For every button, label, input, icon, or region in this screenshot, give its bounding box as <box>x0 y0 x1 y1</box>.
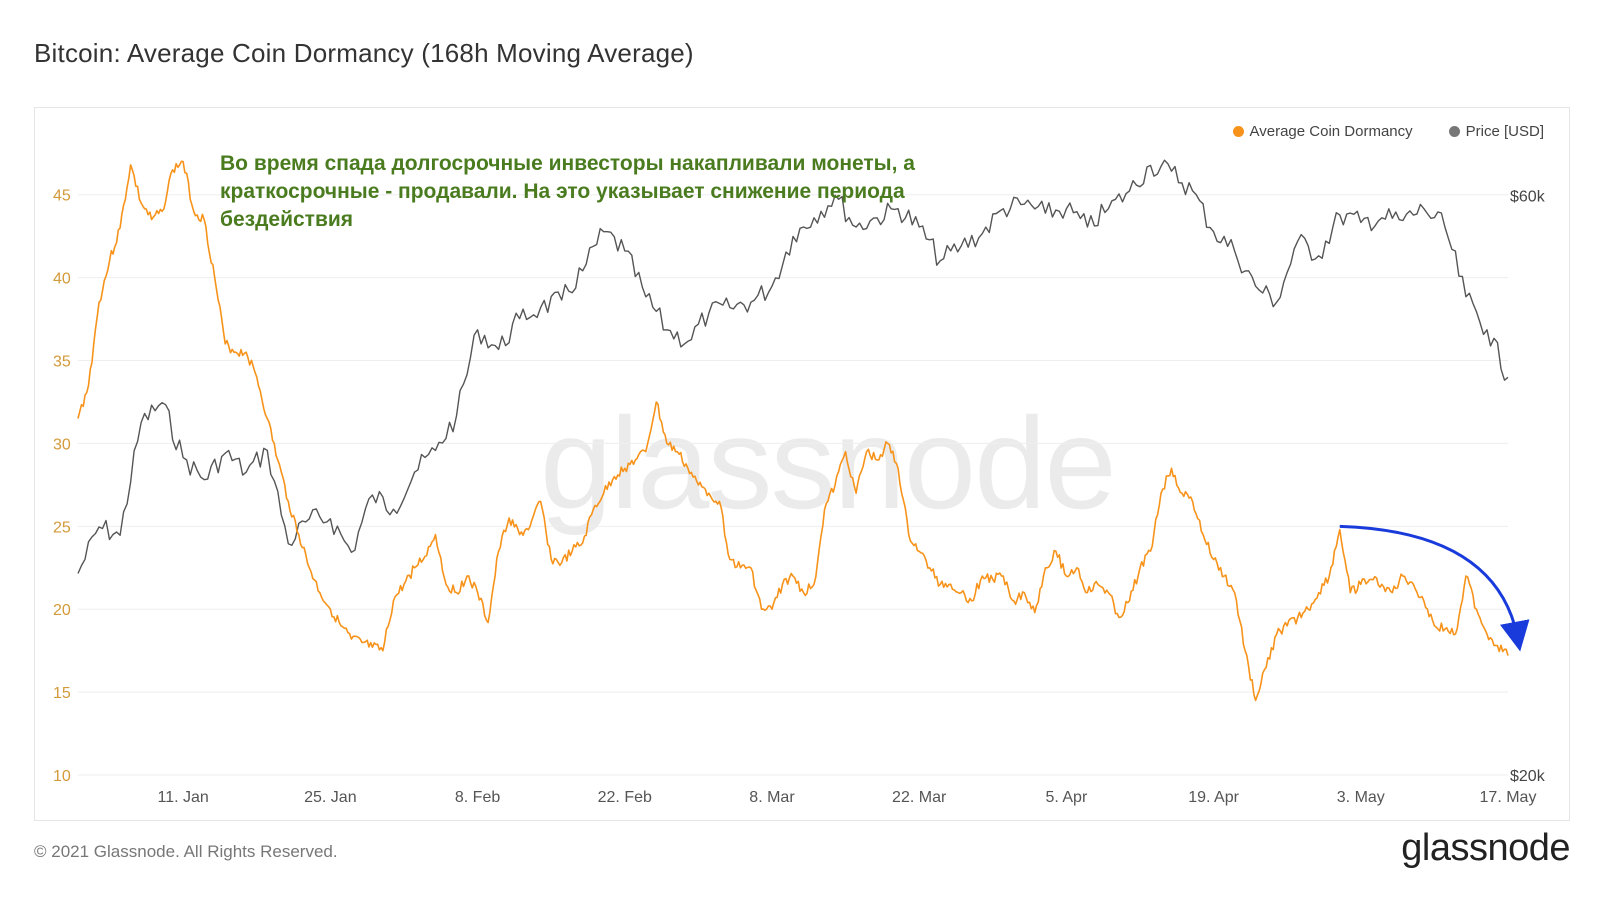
y-right-tick-label-0: $20k <box>1510 768 1546 785</box>
y-left-tick-label-3: 25 <box>53 519 71 536</box>
x-tick-label-4: 8. Mar <box>749 789 795 806</box>
legend-item-dormancy[interactable]: Average Coin Dormancy <box>1232 123 1413 140</box>
x-tick-label-6: 5. Apr <box>1045 789 1087 806</box>
y-right-tick-label-1: $60k <box>1510 188 1546 205</box>
legend-label-dormancy: Average Coin Dormancy <box>1249 123 1413 140</box>
x-tick-label-8: 3. May <box>1337 789 1385 806</box>
annotation-text: Во время спада долгосрочные инвесторы на… <box>220 152 915 231</box>
y-left-tick-label-5: 35 <box>53 354 71 371</box>
y-left-tick-label-7: 45 <box>53 188 71 205</box>
legend-item-price[interactable]: Price [USD] <box>1448 123 1544 140</box>
series-line-price <box>77 159 1509 574</box>
footer-logo[interactable]: glassnode <box>1401 827 1570 869</box>
legend: Average Coin Dormancy Price [USD] <box>1232 123 1544 140</box>
y-left-tick-label-1: 15 <box>53 685 71 702</box>
y-left-tick-label-4: 30 <box>53 436 71 453</box>
footer-copyright: © 2021 Glassnode. All Rights Reserved. <box>34 842 338 861</box>
legend-dot-dormancy <box>1232 126 1244 137</box>
chart-title: Bitcoin: Average Coin Dormancy (168h Mov… <box>34 38 694 68</box>
x-tick-label-7: 19. Apr <box>1188 789 1239 806</box>
x-tick-label-1: 25. Jan <box>304 789 356 806</box>
legend-label-price: Price [USD] <box>1465 123 1544 140</box>
x-tick-label-5: 22. Mar <box>892 789 947 806</box>
chart-frame <box>34 107 1570 821</box>
annotation-arrow <box>1339 524 1530 652</box>
x-tick-label-2: 8. Feb <box>455 789 500 806</box>
y-left-tick-label-2: 20 <box>53 602 71 619</box>
x-tick-label-0: 11. Jan <box>157 789 208 806</box>
x-tick-label-9: 17. May <box>1480 789 1537 806</box>
legend-dot-price <box>1448 126 1460 137</box>
x-tick-label-3: 22. Feb <box>598 789 652 806</box>
y-left-tick-label-0: 10 <box>53 768 71 785</box>
y-left-tick-label-6: 40 <box>53 271 71 288</box>
series-line-dormancy <box>77 160 1509 702</box>
